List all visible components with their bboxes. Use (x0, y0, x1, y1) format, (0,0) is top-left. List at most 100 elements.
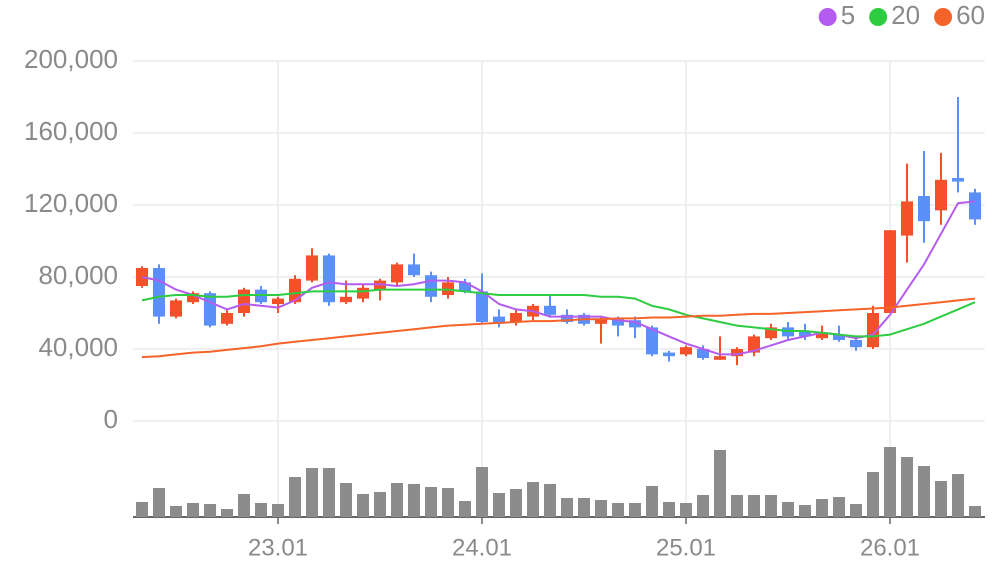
candle-body (969, 192, 981, 220)
legend-marker (818, 8, 837, 26)
volume-bar (595, 500, 607, 517)
volume-bar (357, 494, 369, 517)
volume-bar (799, 505, 811, 517)
volume-bar (442, 488, 454, 517)
candle-body (153, 268, 165, 317)
candle-body (714, 356, 726, 360)
volume-bar (493, 493, 505, 517)
volume-bar (187, 503, 199, 517)
candle-body (323, 255, 335, 303)
candle-body (204, 293, 216, 326)
volume-bar (391, 483, 403, 517)
volume-bar (255, 503, 267, 517)
volume-bar (833, 497, 845, 517)
volume-bar (646, 486, 658, 517)
volume-bar (578, 498, 590, 517)
volume-bar (340, 483, 352, 517)
volume-bar (153, 488, 165, 517)
candle-body (476, 291, 488, 322)
y-tick-label: 40,000 (38, 332, 118, 362)
volume-bar (850, 504, 862, 517)
x-tick-label: 24.01 (452, 534, 512, 561)
candle-body (425, 275, 437, 297)
candle-body (935, 179, 947, 211)
volume-bar (408, 484, 420, 517)
volume-bar (544, 484, 556, 517)
candle-body (170, 300, 182, 317)
volume-bar (663, 502, 675, 517)
y-tick-label: 160,000 (24, 116, 118, 146)
volume-bar (306, 468, 318, 517)
candle-body (646, 327, 658, 355)
candle-body (612, 318, 624, 326)
volume-bar (697, 495, 709, 517)
candle-body (952, 178, 964, 182)
candle-body (459, 282, 471, 292)
volume-bar (612, 503, 624, 517)
candle-body (816, 332, 828, 339)
candle-body (850, 340, 862, 348)
candle-body (306, 255, 318, 281)
volume-bar (476, 467, 488, 517)
volume-bar (969, 506, 981, 517)
candle-body (272, 298, 284, 304)
volume-bar (782, 502, 794, 517)
volume-bar (765, 495, 777, 517)
candle-body (595, 318, 607, 324)
candle-body (408, 264, 420, 276)
volume-bar (323, 468, 335, 517)
volume-bar (204, 504, 216, 517)
legend-label: 20 (891, 0, 920, 30)
volume-bar (221, 509, 233, 517)
candle-body (697, 349, 709, 358)
candle-body (748, 336, 760, 353)
legend-label: 60 (956, 0, 985, 30)
candle-body (680, 347, 692, 355)
candle-body (833, 334, 845, 340)
volume-bar (289, 477, 301, 517)
volume-bar (425, 487, 437, 517)
volume-bar (238, 494, 250, 517)
volume-bar (731, 495, 743, 517)
candle-body (884, 230, 896, 313)
x-tick-label: 25.01 (656, 534, 716, 561)
candle-body (510, 313, 522, 322)
candle-body (561, 314, 573, 322)
candle-body (901, 201, 913, 236)
ma-line (141, 200, 976, 356)
candle-body (544, 305, 556, 315)
candle-body (340, 296, 352, 303)
volume-bar (510, 489, 522, 517)
candle-body (918, 196, 930, 222)
candle-body (391, 264, 403, 283)
volume-bar (459, 501, 471, 517)
volume-bar (884, 447, 896, 517)
volume-bar (561, 498, 573, 517)
candle-body (493, 316, 505, 324)
candle-body (238, 289, 250, 313)
x-tick-label: 26.01 (860, 534, 920, 561)
volume-bar (867, 472, 879, 517)
legend-marker (934, 8, 953, 26)
ma-line (141, 297, 976, 359)
volume-bar (629, 503, 641, 517)
legend-marker (869, 8, 888, 26)
volume-bar (748, 495, 760, 517)
candle-body (799, 331, 811, 337)
volume-bar (816, 499, 828, 517)
volume-bar (935, 481, 947, 517)
candle-body (221, 313, 233, 324)
volume-bar (952, 474, 964, 517)
candle-body (867, 313, 879, 348)
volume-bar (680, 503, 692, 517)
y-tick-label: 200,000 (24, 44, 118, 74)
candle-body (663, 352, 675, 357)
candle-body (765, 327, 777, 339)
volume-bar (170, 506, 182, 517)
y-tick-label: 0 (104, 404, 118, 434)
candle-body (629, 320, 641, 328)
volume-bar (714, 450, 726, 517)
candle-body (357, 287, 369, 299)
volume-bar (272, 504, 284, 517)
